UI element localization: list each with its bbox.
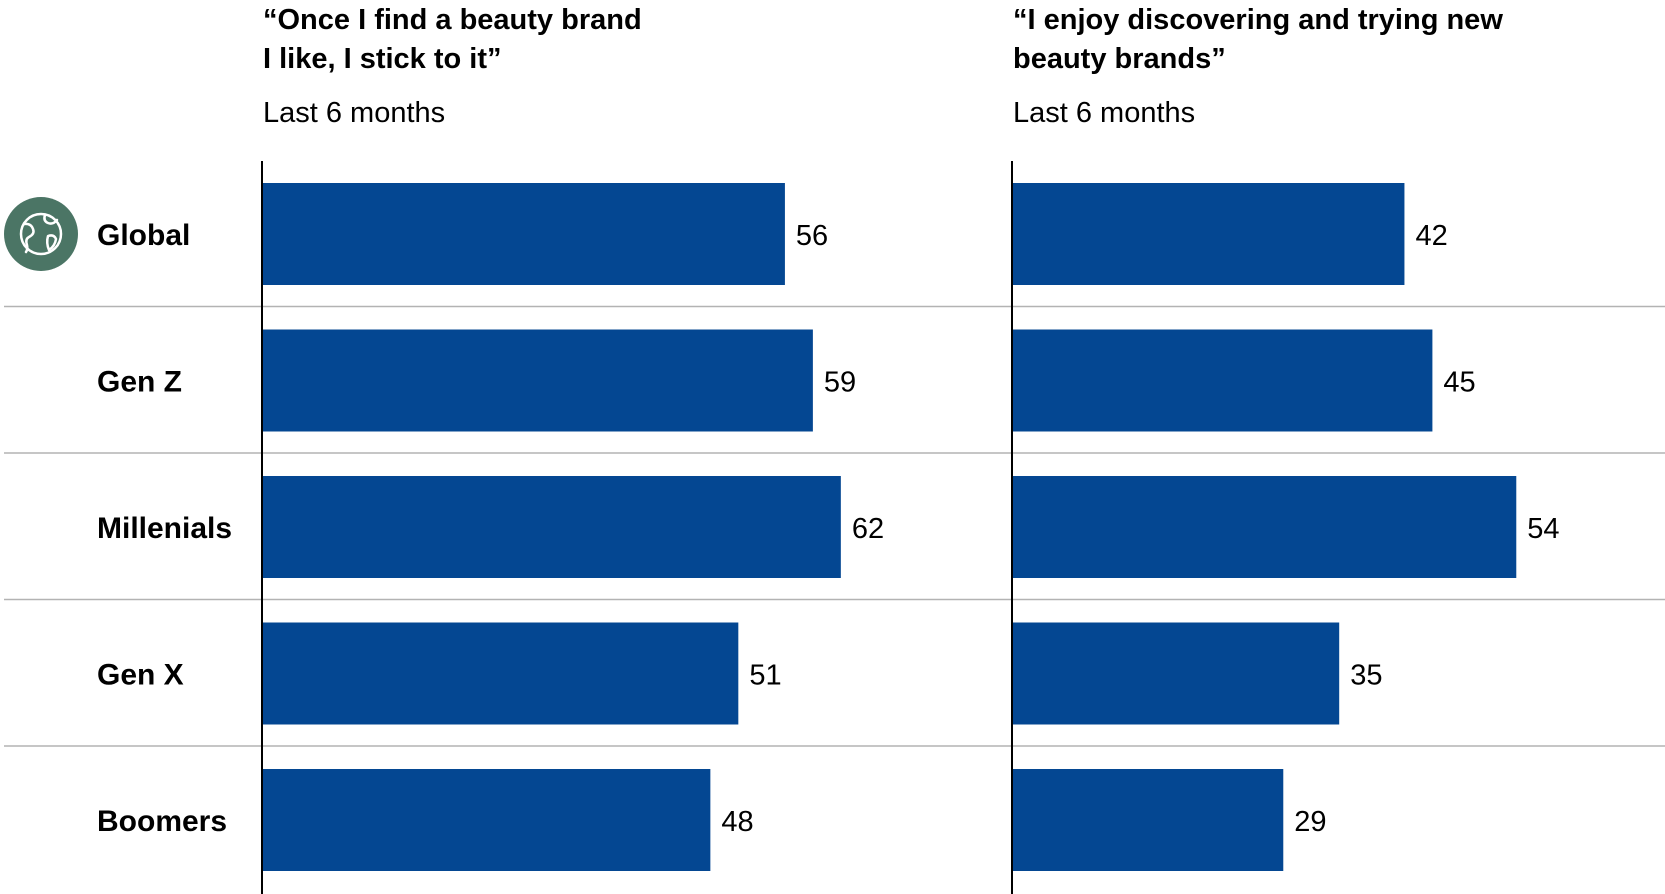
panel-subtitle: Last 6 months [1013,97,1195,129]
bar [1013,329,1433,432]
value-label: 29 [1294,806,1326,838]
value-label: 56 [796,220,828,252]
value-label: 48 [721,806,753,838]
panel-subtitle: Last 6 months [263,97,445,129]
panel-title-line: beauty brands” [1013,43,1226,75]
bar [263,476,841,578]
value-label: 51 [749,660,781,692]
bar [263,769,711,871]
value-label: 42 [1415,220,1447,252]
category-label: Gen Z [97,366,182,399]
value-label: 62 [852,513,884,545]
bar [1013,769,1284,871]
value-label: 54 [1527,513,1559,545]
bar [1013,183,1405,285]
category-label: Global [97,219,190,252]
globe-icon [4,197,78,271]
bar [1013,622,1340,725]
category-label: Gen X [97,659,184,692]
bar [263,183,785,285]
category-label: Boomers [97,805,227,838]
bar [263,329,813,432]
value-label: 59 [824,367,856,399]
panel-title-line: “I enjoy discovering and trying new [1013,4,1503,36]
value-label: 45 [1443,367,1475,399]
category-label: Millenials [97,512,232,545]
bar [1013,476,1517,578]
panel-title-line: “Once I find a beauty brand [263,4,642,36]
bar [263,622,739,725]
panel-title-line: I like, I stick to it” [263,43,502,75]
value-label: 35 [1350,660,1382,692]
